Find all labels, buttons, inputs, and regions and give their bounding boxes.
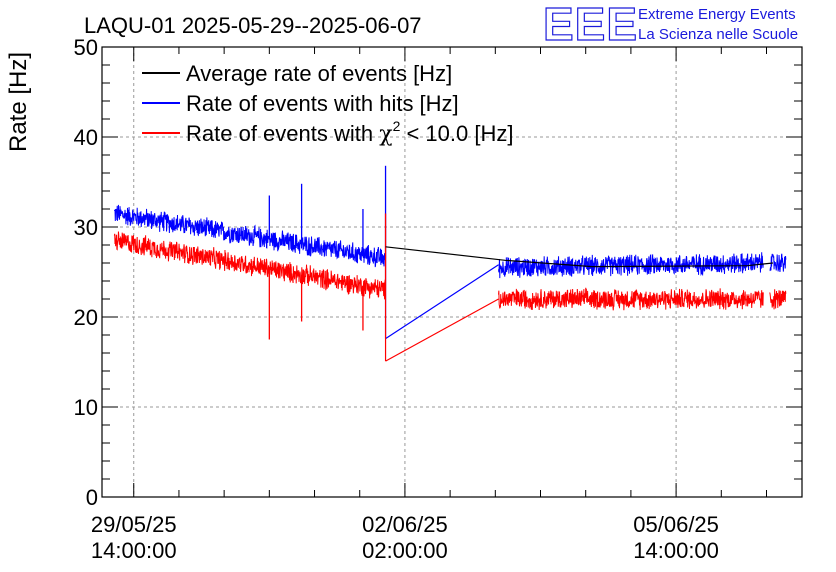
series-0-average-line — [385, 246, 774, 268]
plot-frame — [101, 46, 803, 498]
logo-line-2: La Scienza nelle Scuole — [638, 26, 798, 43]
series-1-gap-line — [385, 264, 499, 340]
series-2-gap-line — [385, 298, 499, 362]
series-1-segment-1 — [498, 252, 764, 279]
y-tick-label: 0 — [86, 485, 98, 510]
series-2-segment-1 — [498, 287, 764, 311]
series-1-segment-2 — [769, 253, 787, 272]
legend-label-average: Average rate of events [Hz] — [186, 61, 452, 86]
y-axis-label: Rate [Hz] — [5, 52, 32, 152]
logo-line-1: Extreme Energy Events — [638, 6, 796, 23]
data-series — [113, 165, 787, 362]
x-tick-label-date: 05/06/25 — [633, 512, 719, 537]
x-tick-label-time: 02:00:00 — [362, 538, 448, 563]
legend-label-hits: Rate of events with hits [Hz] — [186, 91, 459, 116]
legend: Average rate of events [Hz] Rate of even… — [142, 61, 513, 147]
logo-mark: EEE — [543, 0, 638, 50]
y-tick-label: 10 — [74, 395, 98, 420]
y-tick-label: 20 — [74, 305, 98, 330]
series-2-segment-0 — [113, 231, 387, 300]
axes: 0102030405029/05/2514:00:0002/06/2502:00… — [74, 35, 803, 563]
y-tick-label: 40 — [74, 125, 98, 150]
series-1-segment-0 — [113, 204, 387, 268]
x-tick-label-date: 29/05/25 — [91, 512, 177, 537]
x-tick-label-date: 02/06/25 — [362, 512, 448, 537]
eee-logo: EEE Extreme Energy Events La Scienza nel… — [542, 0, 798, 51]
x-tick-label-time: 14:00:00 — [91, 538, 177, 563]
y-tick-label: 50 — [74, 35, 98, 60]
x-tick-label-time: 14:00:00 — [633, 538, 719, 563]
y-tick-label: 30 — [74, 215, 98, 240]
chart-title: LAQU-01 2025-05-29--2025-06-07 — [84, 13, 422, 38]
legend-label-chi2: Rate of events with χ2 < 10.0 [Hz] — [186, 118, 513, 147]
series-2-segment-2 — [769, 289, 787, 310]
